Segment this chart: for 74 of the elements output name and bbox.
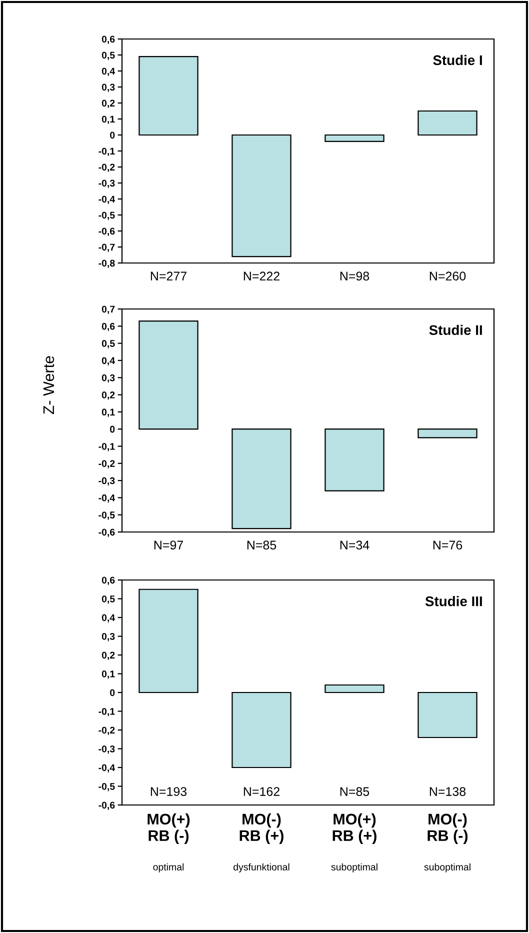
bar	[418, 692, 478, 738]
x-tick-label: N=260	[430, 272, 466, 281]
y-tick-label: 0,4	[102, 614, 116, 623]
y-tick-label: 0,1	[102, 670, 115, 679]
y-tick-label: -0,3	[98, 180, 115, 188]
y-tick-label: 0,6	[102, 36, 115, 44]
x-tick-label: MO(-) RB (+)	[240, 813, 284, 844]
y-tick-label: 0,3	[102, 374, 115, 383]
y-tick-label: 0,5	[102, 52, 115, 60]
bar	[232, 134, 292, 258]
y-tick-label: -0,3	[98, 477, 115, 486]
bar	[324, 134, 384, 142]
x-tick-label: N=85	[247, 540, 276, 550]
y-tick-label: -0,2	[98, 460, 115, 468]
y-tick-label: -0,6	[98, 802, 115, 810]
x-tick-label: MO(-) RB (-)	[428, 813, 468, 844]
y-tick-label: -0,1	[98, 442, 115, 452]
annotation: N=162	[244, 787, 280, 796]
y-tick-label: 0,2	[102, 100, 115, 108]
x-tick-label: N=97	[154, 540, 183, 550]
y-tick-label: 0,1	[102, 408, 115, 417]
y-tick-label: 0,7	[102, 306, 115, 314]
y-tick-label: 0,3	[102, 632, 115, 642]
y-tick-label: -0,4	[98, 764, 116, 773]
y-tick-label: 0	[110, 132, 115, 139]
x-tick-label: N=222	[244, 272, 280, 280]
y-tick-label: -0,5	[98, 782, 115, 792]
text: suboptimal	[424, 863, 470, 872]
text: Studie II	[429, 324, 482, 336]
annotation: N=138	[430, 787, 466, 796]
y-tick-label: 0,4	[102, 357, 116, 366]
y-tick-label: -0,2	[98, 164, 115, 172]
y-tick-label: -0,7	[98, 244, 115, 252]
y-tick-label: 0,4	[102, 68, 116, 76]
y-tick-label: 0,6	[102, 322, 115, 332]
y-tick-label: -0,5	[98, 212, 115, 220]
y-tick-label: -0,4	[98, 494, 116, 503]
y-tick-label: 0,3	[102, 84, 115, 92]
y-tick-label: -0,8	[98, 260, 115, 268]
y-axis-title: Z- Werte	[43, 356, 54, 414]
bar	[138, 588, 198, 694]
y-tick-label: 0,1	[102, 116, 115, 124]
text: optimal	[153, 863, 184, 872]
y-tick-label: 0,2	[102, 652, 115, 660]
y-tick-label: -0,6	[98, 528, 115, 538]
y-tick-label: -0,2	[98, 726, 115, 736]
y-tick-label: 0,5	[102, 595, 115, 604]
x-tick-label: N=34	[340, 540, 370, 550]
y-tick-label: -0,1	[98, 708, 115, 716]
x-tick-label: N=277	[150, 272, 186, 280]
text: Studie I	[433, 54, 482, 66]
y-tick-label: -0,3	[98, 745, 115, 754]
text: suboptimal	[331, 863, 378, 872]
y-tick-label: -0,4	[98, 196, 116, 204]
y-tick-label: 0,6	[102, 576, 115, 586]
x-tick-label: N=76	[433, 540, 462, 550]
bar	[418, 110, 478, 136]
y-tick-label: -0,5	[98, 512, 115, 520]
text: dysfunktional	[234, 863, 290, 872]
y-tick-label: -0,1	[98, 148, 115, 156]
y-tick-label: -0,6	[98, 228, 115, 236]
y-tick-label: 0,5	[102, 340, 115, 348]
y-tick-label: 0,2	[102, 392, 115, 400]
annotation: N=193	[150, 787, 187, 796]
y-tick-label: 0	[110, 426, 115, 433]
x-tick-label: MO(+) RB (-)	[148, 813, 190, 844]
text: Studie III	[425, 596, 482, 606]
bar	[138, 56, 198, 136]
bar	[232, 692, 292, 768]
x-tick-label: N=98	[340, 272, 370, 281]
y-tick-label: 0	[110, 689, 115, 696]
bar	[324, 684, 384, 694]
x-tick-label: MO(+) RB (+)	[332, 813, 376, 844]
annotation: N=85	[340, 787, 370, 796]
